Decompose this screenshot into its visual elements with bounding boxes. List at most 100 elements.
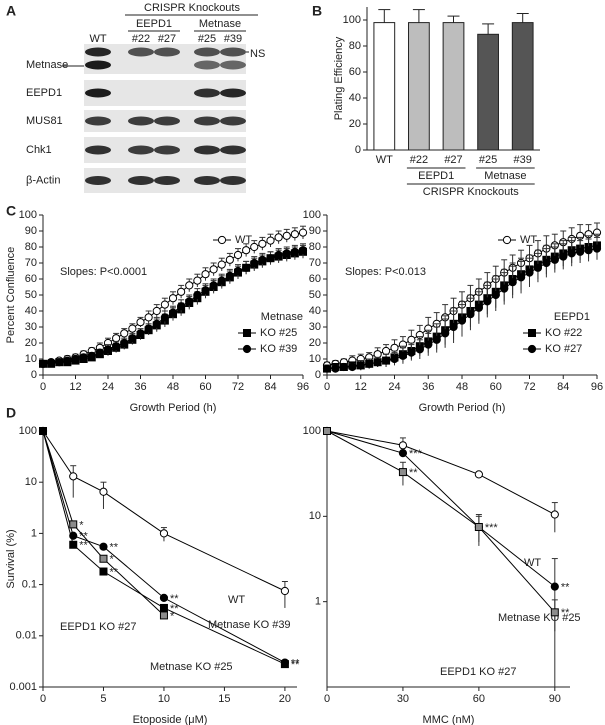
marker [373,350,382,359]
legend-label: KO #22 [545,327,582,339]
marker [112,334,121,343]
x-tick-label: 36 [422,381,434,393]
x-tick-label: 0 [324,381,330,393]
marker [432,335,441,344]
marker [258,255,267,264]
marker [217,260,226,269]
marker [550,582,559,591]
marker [525,268,534,277]
marker [457,316,467,325]
y-tick-label: 1 [31,527,37,539]
significance: * [170,610,175,622]
marker [567,249,576,258]
marker [527,344,537,354]
x-tick-label: 24 [102,381,114,393]
marker [500,284,509,293]
x-tick-label: 20 [279,693,291,705]
marker [274,250,283,260]
marker [120,329,129,338]
marker [152,306,161,316]
marker [398,441,408,450]
blot-band [85,88,111,98]
marker [217,276,226,285]
significance: ** [170,603,179,615]
series-label: Metnase KO #25 [150,661,233,673]
marker [136,329,145,338]
x-tick-label: #27 [444,154,462,166]
x-tick-label: 60 [490,381,502,393]
marker [225,255,234,264]
marker [323,427,331,435]
series-line [326,430,556,613]
marker [356,361,365,370]
annotation: Slopes: P<0.013 [345,266,426,278]
marker [483,297,492,306]
significance: ** [291,657,300,669]
marker [339,362,348,372]
marker [290,230,299,239]
bar [477,33,499,151]
x-tick-label: #25 [479,154,497,166]
marker [390,354,399,364]
y-tick-label: 40 [309,305,321,317]
marker [144,324,153,333]
marker [550,255,559,264]
y-tick-label: 0 [315,369,321,381]
series-label: EEPD1 KO #27 [60,621,136,633]
row-label: EEPD1 [26,87,62,99]
marker [398,468,407,477]
marker [159,593,169,602]
marker [152,319,161,328]
marker [474,303,483,312]
blot-band [85,176,111,185]
y-tick-label: 10 [309,510,321,522]
blot-band [154,176,180,185]
y-tick-label: 90 [309,225,321,237]
blot-band [194,47,220,57]
marker [550,608,559,617]
marker [474,522,483,531]
marker [266,254,275,263]
marker [424,340,433,349]
marker [258,239,267,248]
x-tick-label: 0 [40,693,46,705]
series-label: WT [524,557,541,569]
blot-band [85,145,111,155]
marker [576,247,585,256]
y-axis-label: Percent Confluence [5,247,17,344]
row-label: β-Actin [26,174,60,186]
marker [290,247,299,256]
group-label: Metnase [484,170,526,182]
series [322,426,559,533]
significance: ** [409,467,418,479]
y-tick-label: 1 [315,596,321,608]
marker [55,358,64,367]
y-tick-label: 40 [25,305,37,317]
lane-label: #22 [132,33,150,45]
marker [584,246,593,255]
significance: * [109,554,114,566]
x-axis-label: Growth Period (h) [130,402,217,414]
marker [491,290,500,300]
marker [87,351,96,360]
series-label: Metnase KO #39 [208,619,291,631]
blot-band [220,116,246,126]
significance: ** [291,659,300,671]
legend-label: KO #39 [260,343,297,355]
marker [233,250,243,260]
significance: *** [485,522,499,534]
ns-label: NS [250,48,265,60]
marker [99,554,108,563]
marker [474,470,483,479]
legend-title: EEPD1 [554,311,590,323]
series-line [326,430,556,588]
series-label: WT [228,594,245,606]
y-tick-label: 10 [25,476,37,488]
blot-band [194,116,220,126]
y-tick-label: 20 [309,337,321,349]
marker [592,244,602,253]
row-label: Chk1 [26,144,52,156]
y-tick-label: 100 [19,209,37,221]
x-tick-label: 96 [591,381,603,393]
